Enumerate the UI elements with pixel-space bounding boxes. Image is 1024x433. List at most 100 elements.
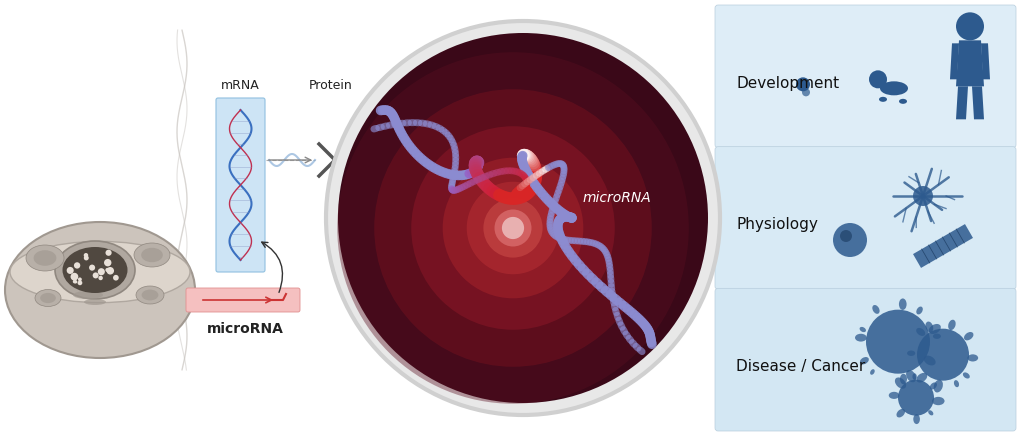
Ellipse shape [916, 307, 923, 314]
Polygon shape [956, 40, 984, 86]
FancyBboxPatch shape [715, 288, 1016, 431]
Circle shape [84, 253, 88, 258]
Ellipse shape [933, 333, 941, 339]
Circle shape [796, 78, 810, 91]
Ellipse shape [913, 414, 920, 424]
Circle shape [74, 280, 78, 284]
FancyBboxPatch shape [186, 288, 300, 312]
Ellipse shape [899, 99, 907, 104]
Circle shape [869, 70, 887, 88]
FancyBboxPatch shape [216, 98, 265, 272]
Ellipse shape [916, 328, 926, 336]
Circle shape [84, 255, 89, 260]
Circle shape [105, 268, 110, 272]
Circle shape [802, 88, 810, 96]
Circle shape [113, 275, 119, 281]
Ellipse shape [872, 305, 880, 314]
Ellipse shape [40, 293, 55, 303]
Circle shape [105, 250, 112, 256]
Ellipse shape [948, 320, 955, 330]
Ellipse shape [141, 290, 159, 301]
Ellipse shape [916, 373, 928, 382]
Circle shape [338, 33, 708, 403]
Ellipse shape [55, 241, 135, 299]
Ellipse shape [912, 373, 916, 380]
Ellipse shape [968, 354, 978, 362]
Ellipse shape [932, 397, 944, 405]
Circle shape [71, 273, 78, 281]
Circle shape [833, 223, 867, 257]
Circle shape [483, 198, 543, 258]
Text: Protein: Protein [309, 79, 353, 92]
Text: Development: Development [736, 76, 839, 90]
Polygon shape [950, 43, 959, 79]
Ellipse shape [134, 243, 170, 267]
Ellipse shape [964, 332, 974, 340]
Text: mRNA: mRNA [221, 79, 260, 92]
Circle shape [412, 126, 614, 330]
Circle shape [78, 278, 82, 281]
Text: microRNA: microRNA [207, 322, 284, 336]
Ellipse shape [928, 410, 933, 415]
Ellipse shape [860, 357, 868, 365]
Circle shape [67, 267, 74, 274]
Ellipse shape [924, 355, 936, 365]
Circle shape [78, 281, 82, 285]
Circle shape [467, 182, 559, 274]
Circle shape [913, 186, 933, 206]
Circle shape [502, 217, 524, 239]
Polygon shape [913, 224, 973, 268]
Ellipse shape [34, 250, 56, 266]
FancyBboxPatch shape [715, 147, 1016, 289]
Ellipse shape [907, 350, 915, 356]
Ellipse shape [5, 222, 195, 358]
Ellipse shape [900, 374, 907, 385]
Circle shape [98, 276, 102, 280]
Ellipse shape [141, 248, 163, 262]
Text: Disease / Cancer: Disease / Cancer [736, 359, 865, 374]
Ellipse shape [930, 382, 937, 390]
Ellipse shape [35, 290, 61, 307]
Ellipse shape [62, 247, 128, 293]
Circle shape [866, 310, 930, 374]
Ellipse shape [954, 380, 959, 387]
Circle shape [74, 262, 80, 268]
Circle shape [104, 259, 112, 266]
Text: Physiology: Physiology [736, 217, 818, 233]
Ellipse shape [880, 81, 908, 95]
Polygon shape [981, 43, 990, 79]
Circle shape [326, 21, 720, 415]
Ellipse shape [855, 334, 866, 342]
Circle shape [374, 89, 651, 367]
Circle shape [106, 267, 114, 275]
Ellipse shape [136, 286, 164, 304]
Ellipse shape [963, 372, 970, 378]
Circle shape [92, 272, 98, 278]
Ellipse shape [870, 369, 874, 375]
Circle shape [495, 210, 531, 246]
Ellipse shape [73, 291, 103, 299]
Polygon shape [956, 86, 968, 120]
Circle shape [918, 329, 969, 381]
FancyBboxPatch shape [715, 5, 1016, 148]
Circle shape [89, 265, 95, 271]
Ellipse shape [899, 298, 906, 310]
Circle shape [442, 158, 584, 298]
Ellipse shape [10, 242, 190, 303]
Ellipse shape [926, 322, 933, 332]
Ellipse shape [896, 409, 905, 417]
Circle shape [73, 280, 77, 284]
Ellipse shape [879, 97, 887, 102]
Ellipse shape [895, 378, 906, 389]
Ellipse shape [84, 299, 106, 305]
Circle shape [898, 380, 934, 416]
Circle shape [337, 52, 689, 404]
Ellipse shape [859, 327, 866, 332]
Ellipse shape [889, 392, 899, 399]
Circle shape [956, 12, 984, 40]
Circle shape [97, 268, 104, 275]
Ellipse shape [26, 245, 63, 271]
Circle shape [840, 230, 852, 242]
Polygon shape [972, 86, 984, 120]
Ellipse shape [929, 324, 941, 334]
